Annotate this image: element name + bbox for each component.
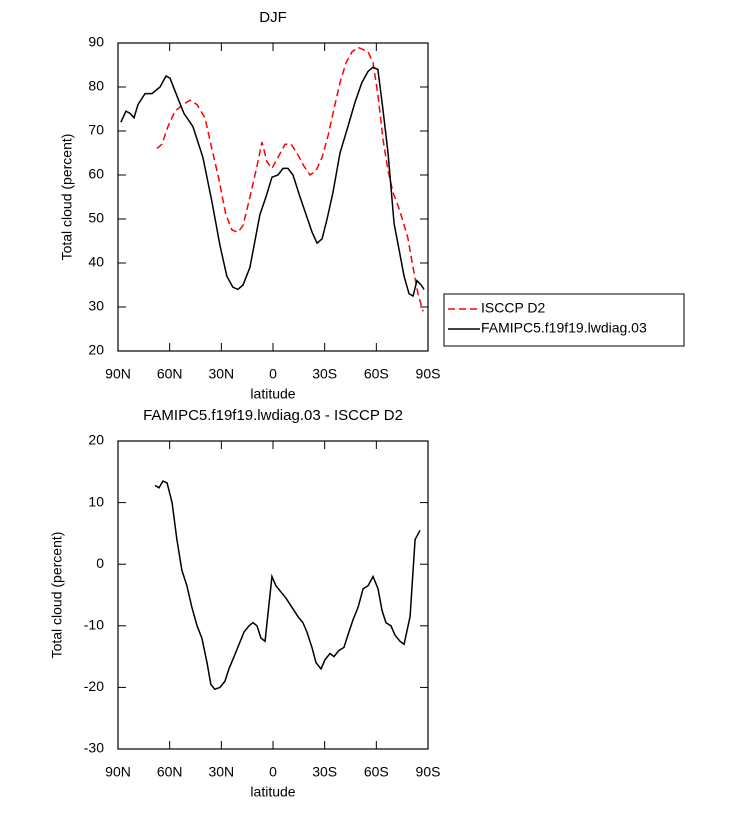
x-tick-label: 30N [208, 366, 234, 382]
plot-frame [117, 42, 429, 352]
x-tick-label: 30S [312, 764, 337, 780]
y-tick-label: -20 [84, 678, 104, 694]
y-tick-label: 0 [96, 555, 104, 571]
y-tick-label: 70 [88, 122, 104, 138]
x-tick-label: 60N [157, 764, 183, 780]
y-tick-label: -30 [84, 740, 104, 756]
x-tick-label: 60S [364, 764, 389, 780]
chart-title: DJF [259, 9, 287, 26]
y-tick-label: 20 [88, 432, 104, 448]
y-tick-label: 90 [88, 34, 104, 50]
x-tick-label: 90S [416, 764, 441, 780]
x-tick-label: 30N [208, 764, 234, 780]
y-tick-label: 20 [88, 342, 104, 358]
x-tick-label: 30S [312, 366, 337, 382]
data-line [156, 46, 424, 312]
y-tick-label: 40 [88, 254, 104, 270]
legend-box [443, 293, 685, 347]
x-tick-label: 0 [269, 764, 277, 780]
x-axis-label: latitude [250, 784, 295, 800]
chart-title: FAMIPC5.f19f19.lwdiag.03 - ISCCP D2 [143, 407, 403, 424]
x-tick-label: 90N [105, 366, 131, 382]
legend-label: ISCCP D2 [481, 300, 546, 316]
y-axis-label: Total cloud (percent) [59, 134, 75, 261]
x-axis-label: latitude [250, 386, 295, 402]
y-tick-label: 50 [88, 210, 104, 226]
plot-frame [117, 440, 429, 750]
x-tick-label: 0 [269, 366, 277, 382]
y-tick-label: 30 [88, 298, 104, 314]
legend-label: FAMIPC5.f19f19.lwdiag.03 [481, 320, 647, 336]
x-tick-label: 90S [416, 366, 441, 382]
y-tick-label: 80 [88, 78, 104, 94]
y-tick-label: 10 [88, 493, 104, 509]
y-tick-label: -10 [84, 617, 104, 633]
x-tick-label: 60S [364, 366, 389, 382]
y-tick-label: 60 [88, 166, 104, 182]
data-line [154, 480, 421, 691]
x-tick-label: 60N [157, 366, 183, 382]
x-tick-label: 90N [105, 764, 131, 780]
y-axis-label: Total cloud (percent) [49, 532, 65, 659]
data-line [120, 66, 425, 298]
